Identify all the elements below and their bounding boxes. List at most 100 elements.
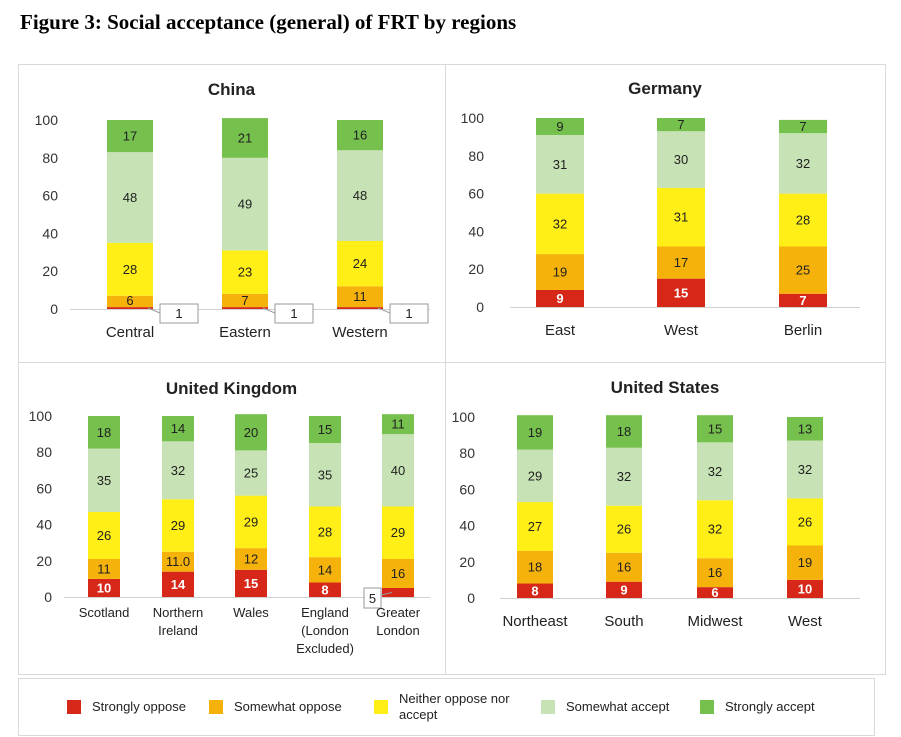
data-label: 32 bbox=[553, 216, 567, 231]
data-label: 29 bbox=[528, 468, 542, 483]
legend-item-somewhat-accept: Somewhat accept bbox=[541, 679, 669, 735]
data-label: 26 bbox=[617, 522, 631, 537]
bar-segment-neither-oppose-nor-accept bbox=[88, 511, 120, 559]
data-label: 27 bbox=[528, 519, 542, 534]
bar-segment-somewhat-oppose bbox=[222, 293, 268, 308]
data-label: 8 bbox=[531, 583, 538, 598]
y-tick-label: 60 bbox=[459, 481, 475, 497]
data-label: 25 bbox=[244, 466, 258, 481]
x-category-label: West bbox=[788, 613, 823, 630]
bar-segment-strongly-accept bbox=[309, 416, 341, 444]
data-label: 7 bbox=[677, 117, 684, 132]
data-label: 49 bbox=[238, 197, 252, 212]
x-category-label: Scotland bbox=[79, 605, 130, 620]
data-label-callout-line bbox=[147, 307, 161, 314]
bar-segment-somewhat-oppose bbox=[88, 558, 120, 579]
bar-segment-strongly-oppose bbox=[162, 571, 194, 597]
data-label: 15 bbox=[318, 422, 332, 437]
data-label: 1 bbox=[175, 306, 182, 321]
x-category-label-line: Western bbox=[332, 324, 388, 341]
x-category-label-line: Midwest bbox=[687, 613, 743, 630]
data-label: 15 bbox=[674, 285, 688, 300]
data-label: 9 bbox=[556, 291, 563, 306]
data-label: 12 bbox=[244, 551, 258, 566]
bar-segment-somewhat-oppose bbox=[107, 295, 153, 308]
data-label: 25 bbox=[796, 263, 810, 278]
bar-segment-somewhat-oppose bbox=[657, 246, 705, 279]
bar-segment-somewhat-accept bbox=[88, 448, 120, 512]
x-category-label-line: Northern bbox=[153, 605, 204, 620]
bar-segment-strongly-accept bbox=[606, 415, 642, 448]
x-category-label-line: Greater bbox=[376, 605, 421, 620]
bar-segment-neither-oppose-nor-accept bbox=[235, 495, 267, 549]
y-tick-label: 0 bbox=[50, 301, 58, 317]
bar-segment-strongly-oppose bbox=[309, 582, 341, 597]
bar-segment-neither-oppose-nor-accept bbox=[337, 240, 383, 287]
data-label: 28 bbox=[318, 524, 332, 539]
x-category-label-line: Northeast bbox=[502, 613, 568, 630]
x-category-label-line: East bbox=[545, 322, 576, 339]
bar-segment-somewhat-accept bbox=[606, 447, 642, 506]
legend-swatch-strongly-oppose bbox=[67, 700, 81, 714]
bar-segment-somewhat-accept bbox=[222, 157, 268, 251]
legend-swatch-somewhat-accept bbox=[541, 700, 555, 714]
bar-segment-strongly-oppose bbox=[536, 289, 584, 307]
x-category-label: Northern Ireland bbox=[153, 605, 204, 638]
bar-segment-somewhat-oppose bbox=[536, 254, 584, 290]
x-category-label-line: (London bbox=[301, 623, 349, 638]
x-category-label: West bbox=[664, 322, 699, 339]
bar-segment-somewhat-oppose bbox=[337, 286, 383, 308]
y-tick-label: 100 bbox=[29, 408, 53, 424]
bar-segment-neither-oppose-nor-accept bbox=[222, 250, 268, 294]
data-label: 32 bbox=[796, 156, 810, 171]
x-category-label-line: Wales bbox=[233, 605, 269, 620]
data-label: 35 bbox=[97, 473, 111, 488]
legend-label-strongly-oppose: Strongly oppose bbox=[92, 699, 186, 714]
y-tick-label: 40 bbox=[459, 518, 475, 534]
y-tick-label: 80 bbox=[459, 445, 475, 461]
data-label: 31 bbox=[674, 210, 688, 225]
bar-segment-somewhat-oppose bbox=[162, 551, 194, 572]
data-label: 19 bbox=[528, 425, 542, 440]
data-label: 28 bbox=[123, 262, 137, 277]
x-category-label: Wales bbox=[233, 605, 269, 620]
bar-segment-neither-oppose-nor-accept bbox=[382, 506, 414, 559]
bar-segment-somewhat-oppose bbox=[606, 552, 642, 582]
data-label-callout-line bbox=[380, 591, 393, 596]
chart-germany: Germany 0 20 40 60 80 100 9 19 32 31 9 East 15 17 31 30 7… bbox=[445, 64, 886, 363]
data-label: 48 bbox=[123, 190, 137, 205]
x-category-label-line: South bbox=[604, 613, 643, 630]
bar-segment-somewhat-oppose bbox=[235, 548, 267, 570]
bar-segment-neither-oppose-nor-accept bbox=[697, 500, 733, 559]
legend-label-neither: Neither oppose nor accept bbox=[399, 691, 510, 722]
x-category-label-line: Scotland bbox=[79, 605, 130, 620]
bar-segment-somewhat-oppose bbox=[779, 246, 827, 294]
x-category-label-line: Central bbox=[106, 324, 154, 341]
x-category-label: Midwest bbox=[687, 613, 743, 630]
data-label: 18 bbox=[528, 560, 542, 575]
x-category-label: England (London Excluded) bbox=[296, 605, 354, 656]
bar-segment-somewhat-accept bbox=[337, 150, 383, 241]
data-label-callout-box bbox=[363, 587, 382, 609]
bar-segment-somewhat-accept bbox=[787, 440, 823, 499]
data-label: 16 bbox=[617, 560, 631, 575]
data-label: 15 bbox=[244, 576, 258, 591]
data-label: 24 bbox=[353, 256, 367, 271]
bar-segment-strongly-oppose bbox=[235, 569, 267, 597]
data-label: 29 bbox=[171, 518, 185, 533]
chart-china: China02040608010016284817Central17234921… bbox=[18, 64, 446, 363]
y-tick-label: 100 bbox=[35, 112, 59, 128]
data-label: 30 bbox=[674, 152, 688, 167]
legend-label-somewhat-oppose: Somewhat oppose bbox=[234, 699, 342, 714]
bar-segment-neither-oppose-nor-accept bbox=[536, 193, 584, 255]
bar-segment-strongly-accept bbox=[107, 120, 153, 153]
x-category-label-line: Excluded) bbox=[296, 641, 354, 656]
chart-united-kingdom: United Kingdom 0 20 40 60 80 100 10 11 26 35 18 Scot… bbox=[18, 362, 446, 675]
bar-segment-strongly-oppose bbox=[517, 583, 553, 598]
bar-segment-strongly-accept bbox=[337, 120, 383, 151]
bar-segment-strongly-accept bbox=[222, 118, 268, 158]
bar-segment-somewhat-oppose bbox=[697, 558, 733, 588]
x-category-label: Berlin bbox=[784, 322, 822, 339]
data-label: 6 bbox=[126, 293, 133, 308]
x-category-label: Northeast bbox=[502, 613, 568, 630]
